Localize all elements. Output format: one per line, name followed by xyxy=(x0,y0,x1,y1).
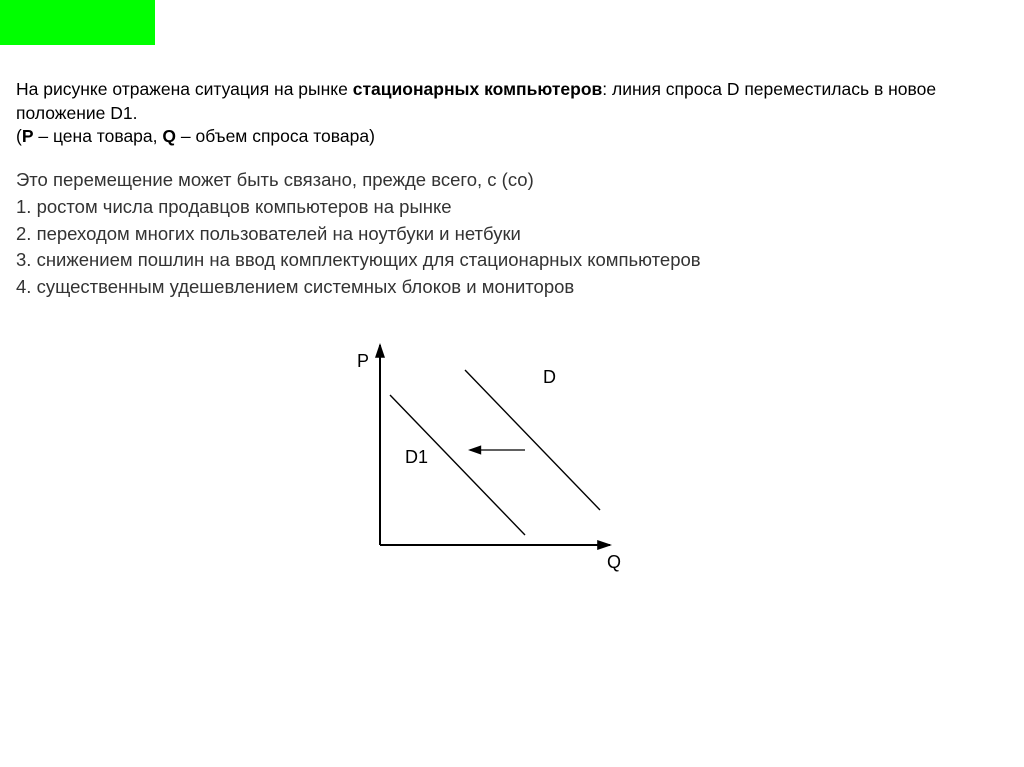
intro-P: P xyxy=(22,126,34,146)
svg-text:Q: Q xyxy=(607,552,621,572)
intro-part1: На рисунке отражена ситуация на рынке xyxy=(16,79,353,99)
intro-line2-mid2: – объем спроса товара) xyxy=(176,126,375,146)
intro-Q: Q xyxy=(162,126,176,146)
option-4: 4. существенным удешевлением системных б… xyxy=(16,274,1008,301)
option-3: 3. снижением пошлин на ввод комплектующи… xyxy=(16,247,1008,274)
svg-text:D: D xyxy=(543,367,556,387)
intro-line2-mid1: – цена товара, xyxy=(34,126,163,146)
question-lead: Это перемещение может быть связано, преж… xyxy=(16,167,1008,194)
demand-shift-chart: P Q D D1 xyxy=(325,335,635,585)
intro-paragraph: На рисунке отражена ситуация на рынке ст… xyxy=(16,78,1008,149)
chart-svg: P Q D D1 xyxy=(325,335,635,575)
svg-text:D1: D1 xyxy=(405,447,428,467)
green-header-block xyxy=(0,0,155,45)
option-1: 1. ростом числа продавцов компьютеров на… xyxy=(16,194,1008,221)
svg-text:P: P xyxy=(357,351,369,371)
options-list: 1. ростом числа продавцов компьютеров на… xyxy=(16,194,1008,301)
intro-bold1: стационарных компьютеров xyxy=(353,79,603,99)
content-area: На рисунке отражена ситуация на рынке ст… xyxy=(16,78,1008,301)
option-2: 2. переходом многих пользователей на ноу… xyxy=(16,221,1008,248)
